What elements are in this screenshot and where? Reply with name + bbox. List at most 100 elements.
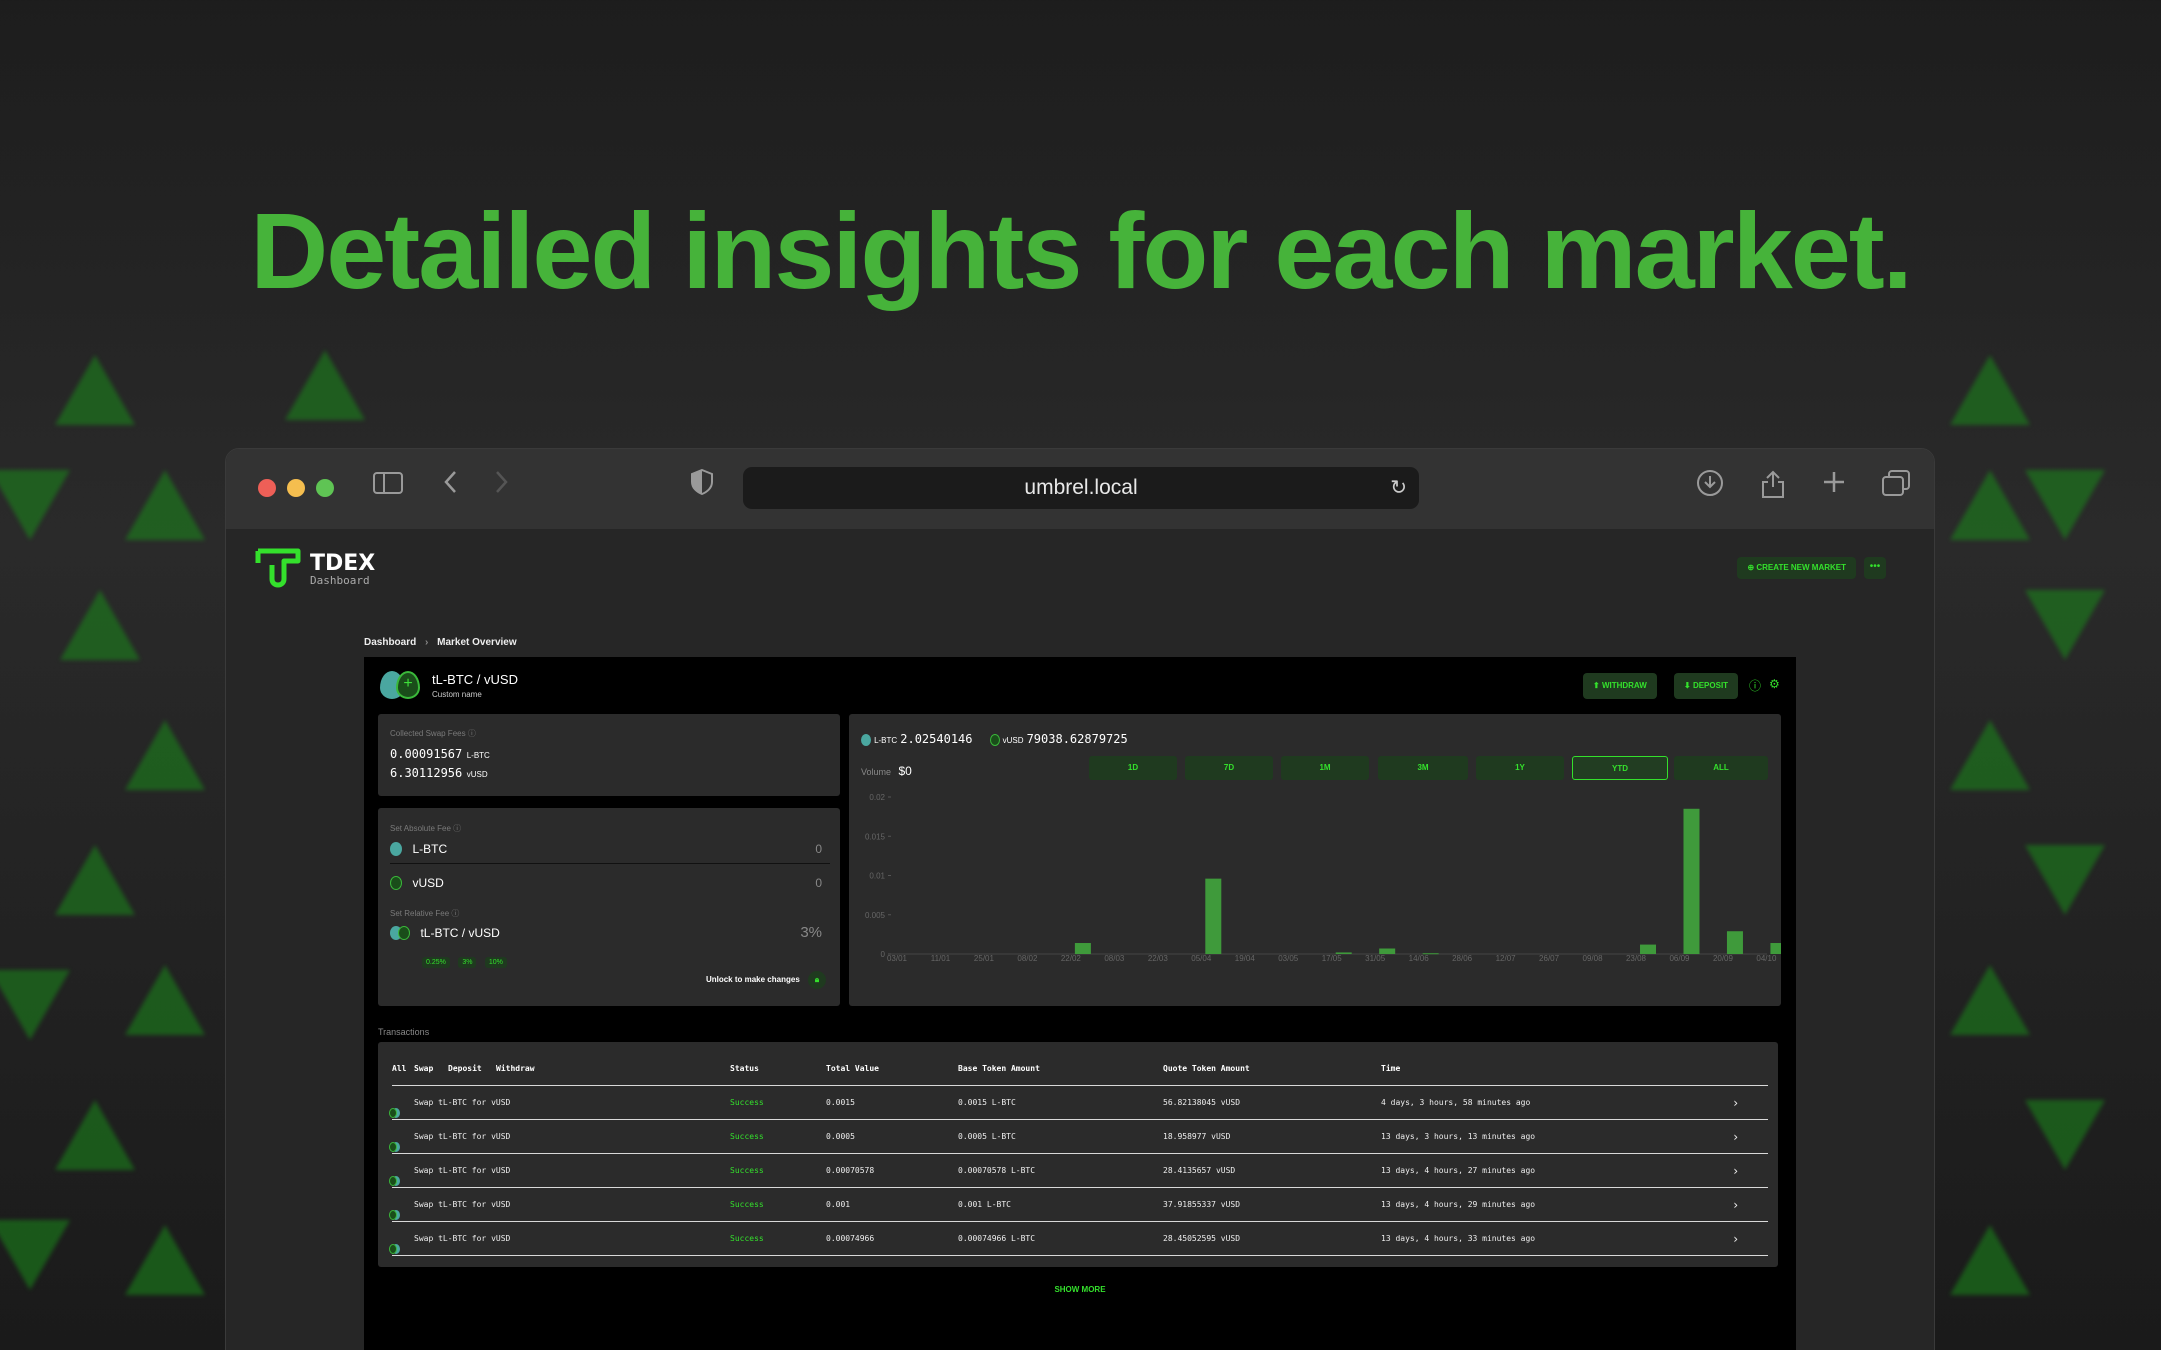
info-icon[interactable]: ⓘ <box>453 824 462 833</box>
column-header-quote-amount[interactable]: Quote Token Amount <box>1163 1064 1250 1073</box>
fee-settings-panel: Set Absolute Fee ⓘ L-BTC 0 vUSD 0 Set Re… <box>378 808 840 1006</box>
base-balance-asset: L-BTC <box>874 736 898 745</box>
forward-icon[interactable] <box>491 469 511 503</box>
volume-value: $0 <box>898 764 912 778</box>
volume-bar[interactable] <box>1379 948 1396 954</box>
more-options-button[interactable]: ••• <box>1864 557 1886 579</box>
relative-fee-field[interactable]: tL-BTC / vUSD 3% <box>390 924 830 948</box>
share-icon[interactable] <box>1759 469 1787 507</box>
logo-subtitle: Dashboard <box>310 574 370 587</box>
reload-icon[interactable]: ↻ <box>1390 477 1407 499</box>
deposit-button[interactable]: ⬇ DEPOSIT <box>1674 673 1739 699</box>
volume-bar[interactable] <box>1205 878 1222 954</box>
browser-window: umbrel.local ↻ TDEX Dashboard ⊕ CR <box>225 448 1935 1350</box>
unlock-to-change[interactable]: Unlock to make changes 🔒︎ <box>706 971 826 989</box>
volume-bar-chart: 0 0.005 0.01 0.015 0.02 03/01 11/01 25/01 08/02 2… <box>865 793 1781 963</box>
bg-triangle <box>125 470 205 540</box>
bg-triangle <box>0 1220 70 1290</box>
table-row[interactable]: Swap tL-BTC for vUSD Success 0.00074966 0.0… <box>389 1222 1768 1256</box>
filter-all[interactable]: All <box>392 1064 407 1073</box>
plus-circle-icon: ⊕ <box>1747 563 1755 572</box>
cell-base: 0.0015 L-BTC <box>958 1098 1016 1107</box>
column-header-time[interactable]: Time <box>1381 1064 1401 1073</box>
table-row[interactable]: Swap tL-BTC for vUSD Success 0.00070578 0.0… <box>389 1154 1768 1188</box>
collected-fees-panel: Collected Swap Fees ⓘ 0.00091567 L-BTC 6… <box>378 714 840 796</box>
absolute-fee-quote-value[interactable]: 0 <box>815 876 822 890</box>
privacy-shield-icon[interactable] <box>691 468 713 503</box>
create-new-market-button[interactable]: ⊕ CREATE NEW MARKET <box>1737 557 1856 579</box>
headline: Detailed insights for each market. <box>250 190 1913 311</box>
filter-withdraw[interactable]: Withdraw <box>496 1064 535 1073</box>
chevron-right-icon[interactable]: › <box>1732 1198 1740 1212</box>
range-button-1y[interactable]: 1Y <box>1476 756 1564 780</box>
vusd-coin-icon <box>390 875 402 890</box>
volume-bar[interactable] <box>1683 808 1700 954</box>
back-icon[interactable] <box>441 469 461 503</box>
chevron-right-icon[interactable]: › <box>1732 1232 1740 1246</box>
filter-swap[interactable]: Swap <box>414 1064 434 1073</box>
bg-triangle <box>1950 1225 2030 1295</box>
table-row[interactable]: Swap tL-BTC for vUSD Success 0.0005 0.0005 … <box>389 1120 1768 1154</box>
y-tick-label: 0.005 <box>865 911 886 920</box>
fee-preset-chip[interactable]: 0.25% <box>422 957 450 968</box>
column-header-status[interactable]: Status <box>730 1064 759 1073</box>
info-icon[interactable]: ⓘ <box>467 729 476 738</box>
range-button-all[interactable]: ALL <box>1674 756 1768 780</box>
column-header-base-amount[interactable]: Base Token Amount <box>958 1064 1040 1073</box>
volume-bar[interactable] <box>1726 931 1743 954</box>
range-button-ytd[interactable]: YTD <box>1572 756 1668 780</box>
chevron-right-icon[interactable]: › <box>1732 1164 1740 1178</box>
tdex-logo-icon <box>254 547 302 591</box>
info-icon[interactable]: ⓘ <box>451 909 460 918</box>
tab-overview-icon[interactable] <box>1881 469 1911 505</box>
table-row[interactable]: Swap tL-BTC for vUSD Success 0.001 0.001 L-… <box>389 1188 1768 1222</box>
gear-icon[interactable]: ⚙ <box>1769 677 1780 691</box>
absolute-fee-quote-asset: vUSD <box>412 876 444 890</box>
absolute-fee-base-field[interactable]: L-BTC 0 <box>390 840 830 864</box>
downloads-icon[interactable] <box>1696 469 1724 505</box>
range-button-1d[interactable]: 1D <box>1089 756 1177 780</box>
cell-total: 0.001 <box>826 1200 851 1209</box>
url-bar[interactable]: umbrel.local ↻ <box>743 467 1419 509</box>
cell-total: 0.0005 <box>826 1132 855 1141</box>
table-row[interactable]: Swap tL-BTC for vUSD Success 0.0015 0.0015 … <box>389 1086 1768 1120</box>
absolute-fee-base-value[interactable]: 0 <box>815 842 822 856</box>
range-button-1m[interactable]: 1M <box>1281 756 1369 780</box>
close-window-button[interactable] <box>258 479 276 497</box>
cell-status: Success <box>730 1234 764 1243</box>
withdraw-button[interactable]: ⬆ WITHDRAW <box>1583 673 1657 699</box>
fee-preset-chip[interactable]: 10% <box>484 957 507 968</box>
x-tick-label: 14/06 <box>1409 954 1430 963</box>
absolute-fee-quote-field[interactable]: vUSD 0 <box>390 874 830 898</box>
cell-desc: Swap tL-BTC for vUSD <box>414 1200 511 1209</box>
market-custom-name[interactable]: Custom name <box>432 689 482 699</box>
volume-bar[interactable] <box>1640 944 1657 954</box>
minimize-window-button[interactable] <box>287 479 305 497</box>
volume-bar[interactable] <box>1422 953 1439 955</box>
cell-desc: Swap tL-BTC for vUSD <box>414 1234 511 1243</box>
x-tick-label: 25/01 <box>974 954 995 963</box>
show-more-button[interactable]: SHOW MORE <box>1054 1285 1106 1294</box>
sidebar-toggle-icon[interactable] <box>373 469 403 503</box>
volume-bar[interactable] <box>1074 943 1091 954</box>
range-button-7d[interactable]: 7D <box>1185 756 1273 780</box>
x-tick-label: 08/02 <box>1017 954 1038 963</box>
new-tab-icon[interactable] <box>1821 469 1847 503</box>
tdex-logo[interactable]: TDEX Dashboard <box>254 547 375 591</box>
x-tick-label: 11/01 <box>931 954 951 963</box>
filter-deposit[interactable]: Deposit <box>448 1064 482 1073</box>
cell-base: 0.001 L-BTC <box>958 1200 1011 1209</box>
fee-preset-chip[interactable]: 3% <box>458 957 477 968</box>
maximize-window-button[interactable] <box>316 479 334 497</box>
column-header-total-value[interactable]: Total Value <box>826 1064 879 1073</box>
x-tick-label: 22/02 <box>1061 954 1082 963</box>
chevron-right-icon[interactable]: › <box>1732 1096 1740 1110</box>
range-button-3m[interactable]: 3M <box>1378 756 1468 780</box>
volume-bar[interactable] <box>1335 952 1352 954</box>
volume-bar[interactable] <box>1770 943 1781 954</box>
breadcrumb-dashboard[interactable]: Dashboard <box>364 637 417 648</box>
chevron-right-icon[interactable]: › <box>1732 1130 1740 1144</box>
fee-preset-chips: 0.25% 3% 10% <box>422 951 511 969</box>
info-icon[interactable]: ⓘ <box>1749 679 1762 693</box>
relative-fee-value[interactable]: 3 <box>800 924 809 941</box>
